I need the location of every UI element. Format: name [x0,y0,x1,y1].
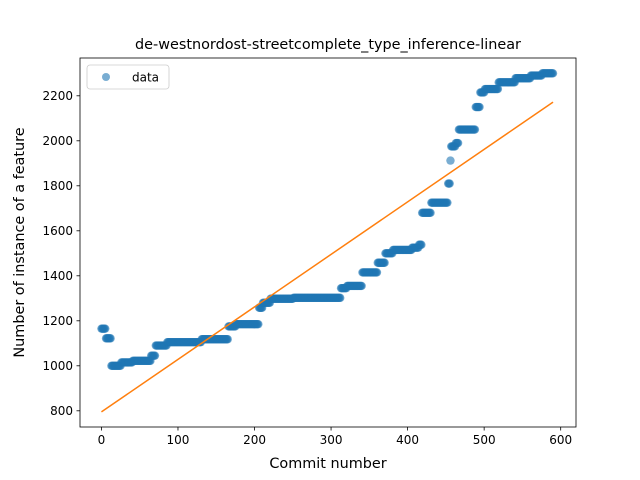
x-axis-label: Commit number [269,456,386,472]
x-tick-label: 600 [549,433,572,447]
fit-line [101,102,553,412]
y-tick-label: 800 [50,404,73,418]
data-point [475,103,483,111]
y-tick-label: 2200 [42,89,73,103]
data-point [336,294,344,302]
y-axis-label: Number of instance of a feature [12,127,28,357]
fit-line-group [101,102,553,412]
data-point [373,268,381,276]
data-point [357,282,365,290]
x-axis: 0 100 200 300 400 500 600 [98,427,573,447]
chart-title: de-westnordost-streetcomplete_type_infer… [135,37,521,53]
plot-frame [80,58,576,427]
data-point [417,241,425,249]
data-point [549,69,557,77]
data-point [454,139,462,147]
y-tick-label: 1600 [42,224,73,238]
data-point [151,351,159,359]
data-points [97,69,557,370]
data-point [446,179,454,187]
legend: data [87,65,169,89]
x-tick-label: 100 [167,433,190,447]
data-point [426,209,434,217]
data-point [446,156,454,164]
data-point [106,334,114,342]
x-tick-label: 200 [243,433,266,447]
legend-marker-data [102,73,110,81]
x-tick-label: 300 [320,433,343,447]
data-point [443,198,451,206]
legend-label-data: data [132,71,159,85]
x-tick-label: 400 [396,433,419,447]
data-point [254,320,262,328]
data-point [471,125,479,133]
y-tick-label: 2000 [42,134,73,148]
data-point [380,259,388,267]
x-tick-label: 0 [98,433,106,447]
y-tick-label: 1000 [42,359,73,373]
data-point [101,324,109,332]
y-tick-label: 1200 [42,314,73,328]
x-tick-label: 500 [473,433,496,447]
y-tick-label: 1800 [42,179,73,193]
data-point [224,335,232,343]
y-tick-label: 1400 [42,269,73,283]
y-axis: 800 1000 1200 1400 1600 1800 2000 2200 [42,89,80,418]
